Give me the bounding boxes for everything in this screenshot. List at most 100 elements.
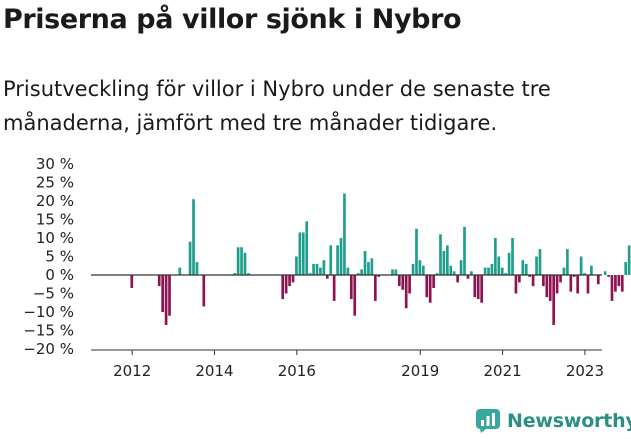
brand-logo: Newsworthy bbox=[476, 406, 631, 436]
bar bbox=[243, 252, 247, 275]
bar bbox=[470, 271, 473, 275]
bar bbox=[514, 275, 518, 294]
bar bbox=[370, 258, 374, 275]
bar bbox=[463, 226, 466, 275]
bar bbox=[459, 260, 463, 275]
bar bbox=[627, 245, 631, 275]
bar bbox=[466, 275, 470, 279]
bar bbox=[312, 263, 315, 275]
bar bbox=[518, 275, 521, 283]
bar bbox=[456, 275, 459, 283]
bar bbox=[343, 193, 346, 275]
bar bbox=[586, 275, 590, 294]
bar bbox=[607, 275, 610, 277]
bar bbox=[435, 273, 439, 275]
bar bbox=[576, 275, 580, 294]
bar bbox=[349, 275, 353, 300]
bar bbox=[308, 273, 312, 275]
bar bbox=[360, 269, 363, 275]
bar bbox=[332, 275, 336, 301]
x-tick-label: 2019 bbox=[401, 362, 439, 380]
bar bbox=[521, 260, 525, 275]
bar bbox=[548, 275, 552, 301]
bar bbox=[339, 238, 343, 275]
y-tick-label: −10 % bbox=[23, 303, 74, 321]
bar bbox=[494, 238, 497, 275]
bar bbox=[422, 265, 425, 275]
bar bbox=[157, 275, 161, 287]
bar bbox=[301, 232, 305, 275]
bar bbox=[487, 267, 490, 275]
x-tick-label: 2023 bbox=[566, 362, 604, 380]
y-tick-label: 5 % bbox=[45, 248, 74, 266]
bar bbox=[562, 267, 566, 275]
y-tick-label: 30 % bbox=[36, 155, 74, 173]
bar bbox=[620, 275, 624, 292]
bar bbox=[195, 262, 199, 275]
bar bbox=[305, 221, 309, 275]
bar bbox=[542, 275, 545, 287]
bar bbox=[566, 249, 569, 275]
x-tick-label: 2014 bbox=[195, 362, 233, 380]
bar bbox=[233, 273, 237, 275]
bar bbox=[535, 256, 538, 275]
y-tick-label: 25 % bbox=[36, 174, 74, 192]
bar bbox=[168, 275, 171, 316]
bar bbox=[610, 275, 614, 301]
bar bbox=[284, 275, 288, 294]
bar bbox=[555, 275, 559, 294]
bar bbox=[236, 247, 240, 275]
bar bbox=[603, 271, 607, 275]
newsworthy-logo-icon bbox=[476, 409, 500, 433]
bar bbox=[439, 234, 442, 275]
bar bbox=[346, 267, 350, 275]
brand-name: Newsworthy bbox=[507, 410, 631, 432]
bar bbox=[353, 275, 357, 316]
bar bbox=[590, 265, 593, 275]
bar bbox=[596, 275, 600, 285]
bar bbox=[504, 273, 507, 275]
bar bbox=[446, 245, 449, 275]
bar bbox=[178, 267, 182, 275]
bar bbox=[473, 275, 477, 298]
bar bbox=[490, 263, 494, 275]
x-tick-label: 2012 bbox=[113, 362, 151, 380]
bar bbox=[559, 275, 562, 283]
y-tick-label: −5 % bbox=[33, 285, 74, 303]
bar bbox=[524, 263, 528, 275]
x-tick-label: 2016 bbox=[278, 362, 316, 380]
bar bbox=[579, 256, 583, 275]
bar bbox=[624, 262, 628, 275]
bar bbox=[452, 271, 456, 275]
bar bbox=[449, 265, 453, 275]
bar bbox=[411, 263, 415, 275]
bar bbox=[432, 275, 435, 288]
bar bbox=[401, 275, 405, 290]
bar bbox=[538, 249, 542, 275]
bar bbox=[329, 245, 333, 275]
bar bbox=[572, 275, 576, 277]
bar bbox=[476, 275, 480, 300]
bar bbox=[442, 250, 446, 275]
bar bbox=[281, 275, 285, 300]
bar bbox=[418, 260, 422, 275]
bar bbox=[480, 275, 483, 303]
bar bbox=[202, 275, 206, 307]
bar bbox=[507, 252, 511, 275]
bar bbox=[130, 275, 134, 288]
bar bbox=[298, 232, 302, 275]
bar bbox=[483, 267, 487, 275]
y-tick-label: 15 % bbox=[36, 211, 74, 229]
bar bbox=[288, 275, 291, 287]
bar bbox=[391, 269, 394, 275]
bar bbox=[363, 250, 367, 275]
bar bbox=[617, 275, 621, 287]
bar bbox=[408, 275, 411, 294]
chart-title: Priserna på villor sjönk i Nybro bbox=[3, 4, 462, 35]
bar bbox=[497, 256, 501, 275]
y-tick-label: −15 % bbox=[23, 322, 74, 340]
bar bbox=[188, 241, 192, 275]
bar bbox=[569, 275, 573, 292]
bar bbox=[192, 199, 195, 275]
bar bbox=[425, 275, 429, 298]
